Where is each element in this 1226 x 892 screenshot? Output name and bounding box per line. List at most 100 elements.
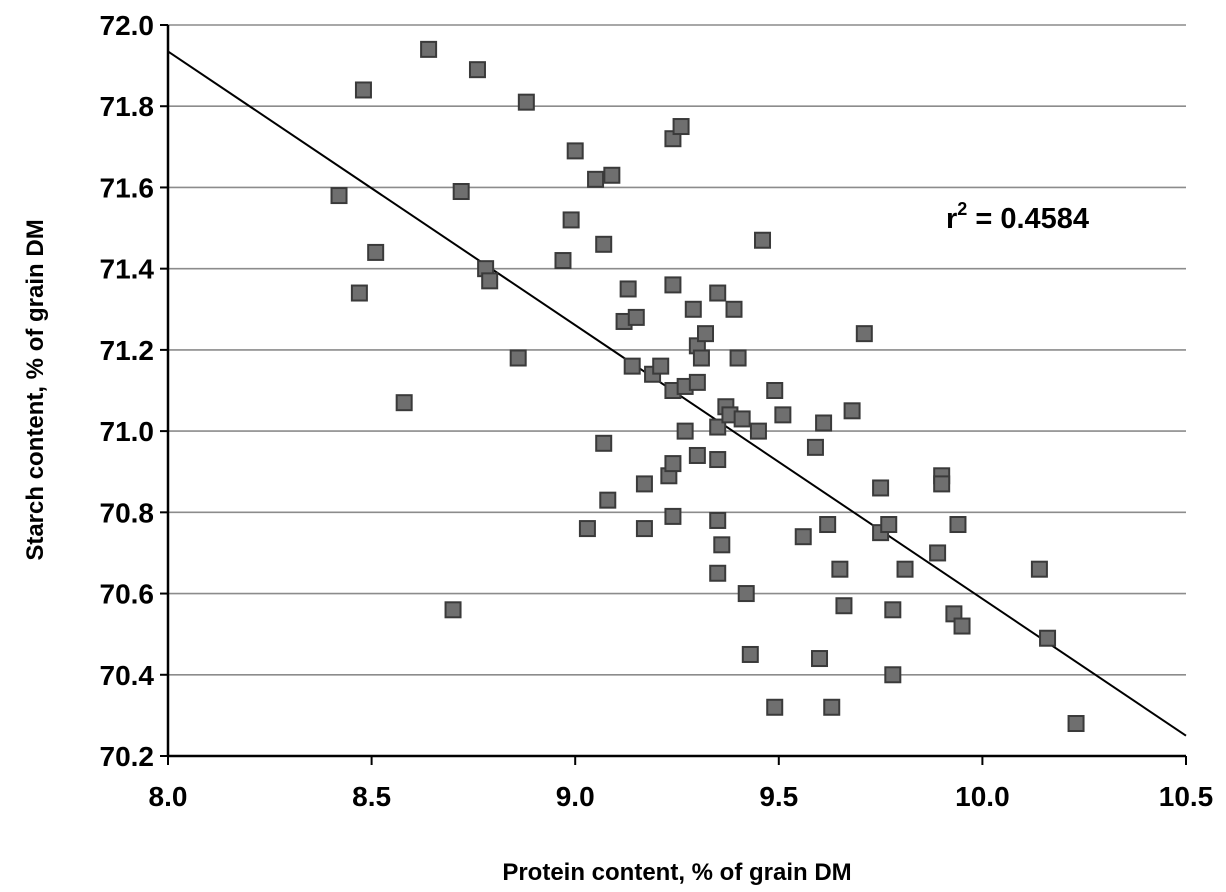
data-point xyxy=(566,142,584,160)
data-point xyxy=(880,516,898,534)
data-point xyxy=(811,650,829,668)
data-point xyxy=(709,511,727,529)
x-tick-label: 8.5 xyxy=(352,781,391,812)
data-point xyxy=(749,422,767,440)
data-point xyxy=(929,544,947,562)
r-symbol: r xyxy=(946,203,957,235)
data-point xyxy=(354,81,372,99)
data-point xyxy=(595,235,613,253)
superscript-2: 2 xyxy=(957,199,967,219)
x-tick-label: 9.5 xyxy=(759,781,798,812)
y-tick-label: 70.2 xyxy=(100,741,155,772)
y-tick-label: 71.8 xyxy=(100,91,155,122)
data-point xyxy=(884,601,902,619)
data-point xyxy=(819,516,837,534)
data-point xyxy=(872,479,890,497)
data-point xyxy=(664,455,682,473)
data-point xyxy=(933,475,951,493)
data-point xyxy=(367,243,385,261)
data-point xyxy=(599,491,617,509)
data-point xyxy=(619,280,637,298)
data-point xyxy=(823,698,841,716)
data-point xyxy=(635,475,653,493)
r-squared-annotation: r2 = 0.4584 xyxy=(946,199,1089,235)
data-point xyxy=(794,528,812,546)
data-point xyxy=(468,61,486,79)
data-point xyxy=(709,451,727,469)
x-tick-label: 10.0 xyxy=(955,781,1010,812)
y-tick-label: 71.6 xyxy=(100,172,155,203)
data-point xyxy=(554,252,572,270)
data-point xyxy=(725,300,743,318)
data-point xyxy=(330,187,348,205)
data-point xyxy=(713,536,731,554)
data-point xyxy=(587,170,605,188)
data-point xyxy=(603,166,621,184)
y-tick-label: 72.0 xyxy=(100,10,155,41)
data-point xyxy=(517,93,535,111)
data-point xyxy=(420,40,438,58)
data-point xyxy=(664,507,682,525)
data-point xyxy=(949,516,967,534)
data-point xyxy=(672,118,690,136)
y-tick-label: 70.8 xyxy=(100,497,155,528)
data-point xyxy=(481,272,499,290)
data-point xyxy=(733,410,751,428)
data-point xyxy=(1067,715,1085,733)
y-tick-label: 71.4 xyxy=(100,254,155,285)
data-point xyxy=(766,382,784,399)
data-point xyxy=(831,560,849,578)
x-tick-label: 10.5 xyxy=(1159,781,1214,812)
data-point xyxy=(729,349,747,367)
data-point xyxy=(709,564,727,582)
data-point xyxy=(688,373,706,391)
axes xyxy=(160,24,1187,765)
data-point xyxy=(692,349,710,367)
data-point xyxy=(684,300,702,318)
y-tick-label: 70.4 xyxy=(100,660,155,691)
data-point xyxy=(509,349,527,367)
x-tick-label: 9.0 xyxy=(556,781,595,812)
tick-labels: 70.2 70.4 70.6 70.8 71.0 71.2 71.4 71.6 71.8 72.0… xyxy=(100,10,1214,812)
data-point xyxy=(627,308,645,326)
data-point xyxy=(635,520,653,538)
data-point xyxy=(884,666,902,684)
data-point xyxy=(774,406,792,424)
data-point xyxy=(843,402,861,420)
data-point xyxy=(737,585,755,603)
data-points xyxy=(330,40,1085,733)
data-point xyxy=(395,394,413,412)
data-point xyxy=(741,645,759,663)
data-point xyxy=(709,284,727,302)
y-tick-label: 71.2 xyxy=(100,335,155,366)
data-point xyxy=(676,422,694,440)
y-axis-title: Starch content, % of grain DM xyxy=(22,219,49,560)
r-squared-value: = 0.4584 xyxy=(967,203,1089,235)
data-point xyxy=(806,438,824,456)
x-axis-title: Protein content, % of grain DM xyxy=(502,859,851,886)
data-point xyxy=(444,601,462,619)
data-point xyxy=(953,617,971,635)
data-point xyxy=(896,560,914,578)
data-point xyxy=(562,211,580,229)
x-tick-label: 8.0 xyxy=(149,781,188,812)
data-point xyxy=(595,434,613,452)
data-point xyxy=(697,325,715,343)
data-point xyxy=(1030,560,1048,578)
y-tick-label: 70.6 xyxy=(100,579,155,610)
data-point xyxy=(754,231,772,249)
data-point xyxy=(815,414,833,432)
data-point xyxy=(835,597,853,615)
data-point xyxy=(452,183,470,201)
data-point xyxy=(688,446,706,464)
data-point xyxy=(766,698,784,716)
y-tick-label: 71.0 xyxy=(100,416,155,447)
data-point xyxy=(664,276,682,294)
data-point xyxy=(623,357,641,375)
data-point xyxy=(652,357,670,375)
data-point xyxy=(578,520,596,538)
data-point xyxy=(350,284,368,302)
data-point xyxy=(1039,629,1057,647)
